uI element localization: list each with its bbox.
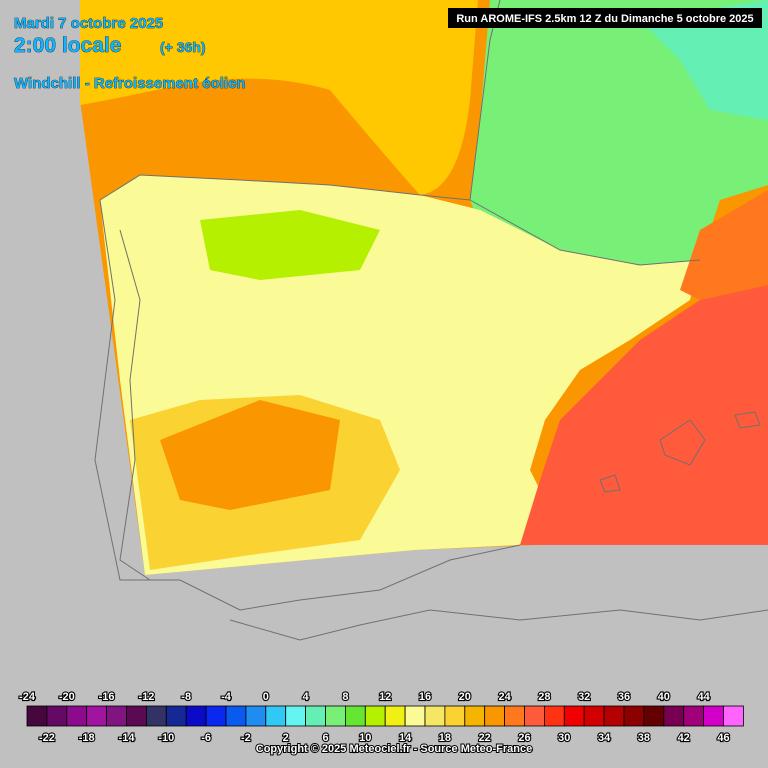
scale-swatch (623, 705, 645, 727)
product: Windchill - Refroissement éolien (14, 75, 246, 92)
scale-label: -6 (201, 732, 211, 744)
africa-coast (229, 609, 768, 641)
west-coast (94, 199, 521, 611)
scale-swatch (444, 705, 466, 727)
scale-label: -20 (59, 691, 75, 703)
scale-label: 28 (538, 691, 550, 703)
scale-swatch (583, 705, 605, 727)
scale-swatch (106, 705, 127, 727)
scale-label: 44 (697, 691, 710, 703)
scale-label: 38 (638, 732, 650, 744)
gulf-field (680, 190, 768, 300)
scale-swatch (305, 705, 326, 727)
scale-label: -12 (138, 691, 154, 703)
scale-swatch (484, 705, 506, 727)
scale-label: -18 (79, 732, 95, 744)
scale-swatch (46, 705, 68, 727)
scale-label: 46 (717, 732, 729, 744)
scale-swatch (165, 705, 187, 727)
scale-label: 10 (359, 732, 371, 744)
scale-label: -14 (119, 732, 136, 744)
scale-swatch (464, 705, 486, 727)
scale-label: 6 (322, 732, 328, 744)
color-scale: -24-22-20-18-16-14-12-10-8-6-4-202468101… (18, 690, 744, 745)
scale-swatch (663, 705, 685, 727)
scale-swatch (225, 705, 247, 727)
scale-swatch (404, 705, 426, 727)
scale-swatch (364, 705, 386, 727)
scale-swatch (285, 705, 307, 727)
scale-label: 14 (399, 732, 412, 744)
mediterranean-field (520, 285, 768, 545)
time: 2:00 locale (14, 34, 121, 57)
cold-field (640, 0, 768, 120)
coastline (99, 0, 501, 201)
scale-swatch (384, 705, 406, 727)
scale-swatch (185, 705, 207, 727)
scale-label: -10 (158, 732, 174, 744)
scale-label: -24 (19, 691, 36, 703)
scale-swatch (145, 705, 167, 727)
scale-label: -8 (181, 691, 191, 703)
scale-swatch (66, 705, 88, 727)
scale-label: 0 (263, 691, 269, 703)
scale-label: -16 (99, 691, 115, 703)
copyright: Copyright © 2025 Meteociel.fr - Source M… (256, 743, 532, 755)
scale-swatch (245, 705, 267, 727)
scale-label: 24 (498, 691, 511, 703)
scale-swatch (504, 705, 525, 727)
scale-label: 12 (379, 691, 391, 703)
scale-swatch (703, 705, 724, 727)
run-box (448, 8, 762, 28)
scale-label: 22 (479, 732, 491, 744)
islands (599, 411, 761, 493)
scale-label: 26 (518, 732, 530, 744)
scale-swatch (205, 705, 227, 727)
scale-label: 32 (578, 691, 590, 703)
forecast-field (80, 0, 768, 575)
scale-label: 36 (618, 691, 630, 703)
scale-label: 30 (558, 732, 570, 744)
scale-label: 40 (658, 691, 670, 703)
borders (94, 0, 768, 641)
scale-swatch (126, 705, 147, 727)
scale-label: -22 (39, 732, 55, 744)
lead-time: (+ 36h) (160, 39, 206, 55)
scale-label: 4 (303, 691, 310, 703)
scale-swatch (265, 705, 287, 727)
scale-label: -2 (241, 732, 251, 744)
north-ocean-field (80, 0, 478, 195)
south-warm-field (160, 400, 340, 510)
run-info: Run AROME-IFS 2.5km 12 Z du Dimanche 5 o… (456, 13, 753, 25)
scale-label: 42 (678, 732, 690, 744)
scale-label: 34 (598, 732, 611, 744)
scale-swatch (544, 705, 565, 727)
scale-swatch (86, 705, 107, 727)
scale-swatch (524, 705, 545, 727)
pyrenees-border (469, 199, 701, 266)
scale-label: -4 (221, 691, 232, 703)
scale-label: 8 (342, 691, 348, 703)
scale-swatch (723, 705, 744, 727)
date: Mardi 7 octobre 2025 (14, 15, 163, 32)
plateau-field (200, 210, 380, 280)
scale-swatch (26, 705, 48, 727)
scale-label: 18 (439, 732, 451, 744)
scale-swatch (643, 705, 665, 727)
scale-label: 16 (419, 691, 431, 703)
scale-label: 20 (459, 691, 471, 703)
scale-swatch (344, 705, 366, 727)
scale-label: 2 (283, 732, 289, 744)
scale-swatch (325, 705, 346, 727)
scale-swatch (424, 705, 446, 727)
portugal-border (119, 229, 151, 581)
scale-swatch (683, 705, 705, 727)
scale-swatch (563, 705, 585, 727)
scale-swatch (603, 705, 625, 727)
